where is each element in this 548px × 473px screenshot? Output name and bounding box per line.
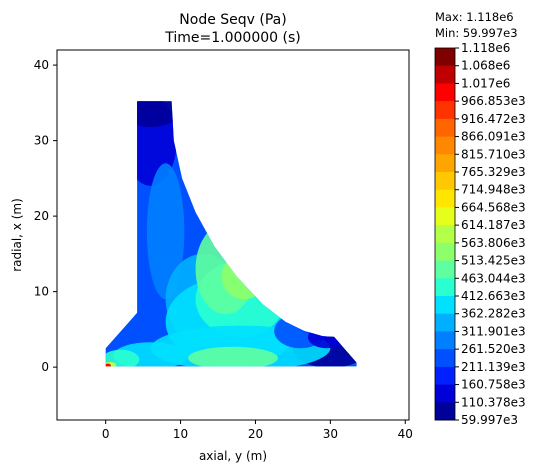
colorbar-tick-label: 966.853e3 [461, 94, 526, 108]
x-axis-label: axial, y (m) [199, 449, 267, 463]
colorbar-segment [435, 48, 455, 67]
colorbar-tick-label: 362.282e3 [461, 307, 526, 321]
colorbar-tick-label: 1.118e6 [461, 41, 510, 55]
colorbar-tick-label: 211.139e3 [461, 360, 526, 374]
colorbar-segment [435, 366, 455, 386]
colorbar-frame [434, 47, 456, 421]
colorbar-segment [435, 349, 455, 368]
colorbar-segment [435, 172, 455, 191]
colorbar-segment [435, 384, 455, 403]
colorbar-tick-label: 765.329e3 [461, 165, 526, 179]
x-tick-label: 40 [398, 427, 413, 441]
colorbar-segment [435, 225, 455, 244]
y-axis-ticks: 0 10 20 30 40 [34, 58, 57, 374]
y-tick-label: 10 [34, 285, 49, 299]
colorbar-tick-label: 160.758e3 [461, 378, 526, 392]
colorbar-tick-label: 59.997e3 [461, 413, 518, 427]
chart-title-line2: Time=1.000000 (s) [164, 30, 300, 46]
colorbar-segment [435, 207, 455, 226]
colorbar: 1.118e6 1.068e6 1.017e6 966.853e3 916.472e3 8… [434, 41, 526, 427]
colorbar-segment [435, 101, 455, 120]
y-axis-label: radial, x (m) [10, 198, 24, 272]
colorbar-tick-label: 664.568e3 [461, 200, 526, 214]
contour-hotspot [105, 363, 111, 367]
colorbar-segment [435, 83, 455, 102]
colorbar-segment [435, 296, 455, 315]
colorbar-tick-label: 614.187e3 [461, 218, 526, 232]
colorbar-tick-label: 714.948e3 [461, 183, 526, 197]
colorbar-segment [435, 118, 455, 138]
colorbar-min-label: Min: 59.997e3 [435, 26, 518, 40]
y-tick-label: 0 [41, 360, 49, 374]
colorbar-segment [435, 278, 455, 297]
colorbar-segment [435, 260, 455, 279]
colorbar-tick-label: 463.044e3 [461, 271, 526, 285]
colorbar-segment [435, 189, 455, 208]
x-tick-label: 20 [248, 427, 263, 441]
colorbar-tick-label: 261.520e3 [461, 342, 526, 356]
colorbar-tick-label: 513.425e3 [461, 254, 526, 268]
colorbar-tick-label: 311.901e3 [461, 324, 526, 338]
x-tick-label: 30 [323, 427, 338, 441]
colorbar-tick-label: 1.068e6 [461, 59, 510, 73]
colorbar-tick-label: 563.806e3 [461, 236, 526, 250]
colorbar-segment [435, 242, 455, 262]
contour-region [188, 346, 278, 367]
colorbar-tick-label: 110.378e3 [461, 395, 526, 409]
colorbar-segment [435, 154, 455, 173]
colorbar-segment [435, 402, 455, 421]
colorbar-segment [435, 65, 455, 84]
colorbar-tick-label: 916.472e3 [461, 112, 526, 126]
colorbar-segment [435, 136, 455, 155]
colorbar-segment [435, 331, 455, 350]
colorbar-max-label: Max: 1.118e6 [435, 10, 514, 24]
chart-title-line1: Node Seqv (Pa) [179, 12, 286, 28]
y-tick-label: 30 [34, 134, 49, 148]
x-axis-ticks: 0 10 20 30 40 [102, 420, 413, 441]
colorbar-tick-label: 412.663e3 [461, 289, 526, 303]
colorbar-segment [435, 313, 455, 332]
y-tick-label: 40 [34, 58, 49, 72]
contour-region [146, 163, 185, 300]
colorbar-tick-label: 1.017e6 [461, 76, 510, 90]
colorbar-tick-label: 866.091e3 [461, 130, 526, 144]
y-tick-label: 20 [34, 209, 49, 223]
colorbar-tick-label: 815.710e3 [461, 147, 526, 161]
x-tick-label: 0 [102, 427, 110, 441]
plot-frame [56, 49, 410, 421]
x-tick-label: 10 [173, 427, 188, 441]
